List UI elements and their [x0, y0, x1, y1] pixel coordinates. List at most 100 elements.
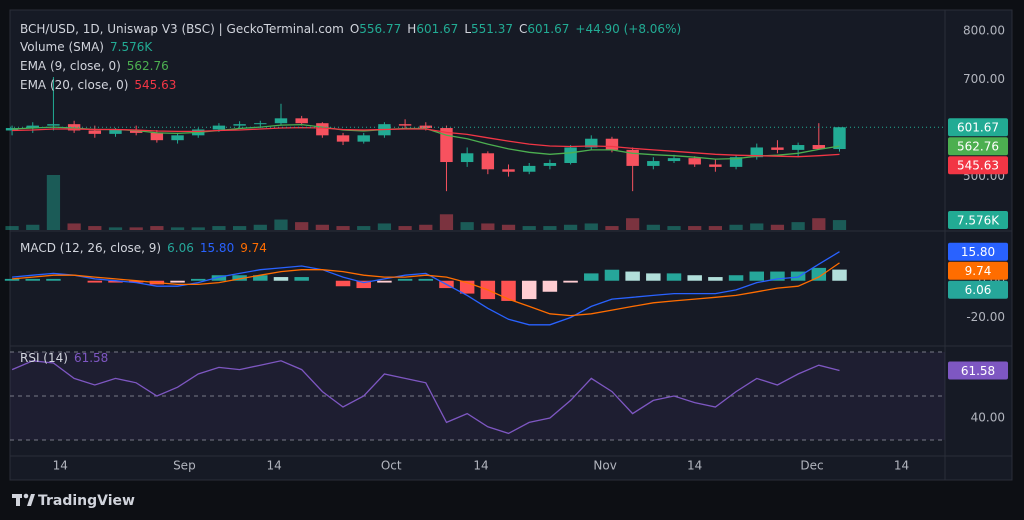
- volume-bar: [232, 226, 247, 230]
- macd-histogram-bar: [253, 275, 268, 281]
- macd-histogram-bar: [4, 278, 20, 281]
- candle-body: [688, 158, 701, 165]
- macd-histogram-bar: [128, 280, 144, 283]
- macd-histogram-bar: [584, 273, 599, 281]
- candle-body: [295, 118, 308, 124]
- macd-histogram-bar: [170, 280, 185, 283]
- ohlc-label: L: [464, 22, 471, 36]
- chart-frame: [9, 9, 1013, 481]
- macd-histogram-bar: [397, 278, 413, 281]
- candle-body: [129, 129, 143, 133]
- volume-bar: [729, 224, 743, 230]
- ohlc-value: 551.37: [471, 22, 513, 36]
- x-tick-label: 14: [53, 459, 68, 473]
- candle-body: [481, 153, 495, 170]
- ohlc-label: H: [407, 22, 416, 36]
- candle-body: [791, 145, 805, 150]
- volume-bar: [295, 222, 309, 230]
- macd-histogram-bar: [211, 275, 227, 281]
- x-tick-label: Nov: [593, 459, 616, 473]
- candle-body: [729, 157, 743, 167]
- price-badge-label: 7.576K: [957, 214, 1000, 228]
- macd-histogram-bar: [25, 278, 40, 281]
- volume-bar: [357, 226, 371, 230]
- macd-line: [12, 251, 840, 326]
- price-badge: [948, 211, 1008, 229]
- candle-body: [771, 147, 784, 150]
- legend-value: 6.06: [167, 241, 194, 255]
- volume-bar: [191, 227, 205, 230]
- logo-shape: [27, 494, 35, 506]
- ema-line: [12, 126, 840, 158]
- volume-bar: [315, 224, 329, 230]
- price-badge: [948, 118, 1008, 137]
- price-badge-label: 6.06: [965, 283, 992, 297]
- macd-histogram-bar: [625, 271, 640, 281]
- candle-body: [47, 124, 60, 126]
- legend-value: 9.74: [240, 241, 267, 255]
- legend-name: Volume (SMA): [20, 40, 104, 54]
- candle-body: [254, 123, 267, 125]
- y-tick-label: 700.00: [963, 72, 1005, 86]
- macd-histogram-bar: [335, 280, 351, 287]
- volume-bar: [563, 224, 578, 230]
- brand-logo[interactable]: TradingView: [12, 493, 135, 509]
- rsi-line: [11, 360, 840, 435]
- volume-bar: [605, 226, 619, 230]
- symbol-header: BCH/USD, 1D, Uniswap V3 (BSC) | GeckoTer…: [20, 22, 681, 36]
- candle-body: [585, 138, 598, 148]
- candle-body: [419, 125, 432, 129]
- macd-histogram-bar: [811, 267, 827, 281]
- price-badge-label: 61.58: [961, 364, 995, 378]
- volume-bar: [46, 175, 61, 230]
- logo-shape: [23, 493, 29, 499]
- volume-bar: [584, 223, 598, 230]
- candle-body: [812, 145, 826, 150]
- indicator-title: MACD (12, 26, close, 9): [20, 241, 161, 255]
- price-badge: [948, 280, 1008, 299]
- brand-name: TradingView: [38, 493, 135, 509]
- ohlc-value: 601.67: [416, 22, 458, 36]
- volume-bar: [336, 226, 350, 230]
- indicator-title: RSI (14): [20, 351, 68, 365]
- macd-histogram-bar: [646, 273, 661, 281]
- macd-histogram-bar: [687, 275, 702, 281]
- volume-bar: [812, 218, 826, 230]
- candle-body: [316, 123, 329, 136]
- legend-value: 562.76: [127, 59, 169, 73]
- legend-value: 545.63: [134, 78, 176, 92]
- price-badge-label: 545.63: [957, 159, 999, 173]
- volume-bar: [377, 223, 392, 230]
- candle-body: [523, 165, 536, 172]
- price-change: +44.90 (+8.06%): [575, 22, 681, 36]
- indicator-legend: RSI (14) 61.58: [20, 351, 108, 365]
- candle-body: [336, 135, 350, 142]
- macd-histogram-bar: [377, 280, 392, 283]
- candle-body: [109, 129, 122, 134]
- macd-histogram-bar: [46, 278, 61, 281]
- volume-bar: [667, 226, 681, 230]
- macd-histogram-bar: [191, 278, 206, 281]
- logo-shape: [16, 494, 20, 506]
- candle-body: [357, 135, 370, 142]
- volume-bar: [832, 220, 847, 230]
- macd-histogram-bar: [108, 280, 123, 283]
- indicator-legend: MACD (12, 26, close, 9) 6.06 15.80 9.74: [20, 241, 267, 255]
- volume-bar: [253, 224, 267, 230]
- ohlc-label: O: [350, 22, 359, 36]
- macd-histogram-bar: [770, 271, 785, 281]
- symbol-title: BCH/USD, 1D, Uniswap V3 (BSC) | GeckoTer…: [20, 22, 344, 36]
- candle-body: [171, 135, 184, 141]
- legend-entry: EMA (9, close, 0) 562.76: [20, 59, 169, 73]
- price-badge: [948, 261, 1008, 280]
- volume-bar: [522, 226, 536, 230]
- x-tick-label: 14: [267, 459, 282, 473]
- ohlc-label: C: [519, 22, 527, 36]
- ohlc-value: 601.67: [527, 22, 569, 36]
- macd-histogram-bar: [294, 277, 309, 281]
- candle-body: [460, 153, 474, 163]
- macd-histogram-bar: [232, 275, 247, 281]
- macd-histogram-bar: [521, 280, 537, 300]
- price-badge: [948, 242, 1008, 261]
